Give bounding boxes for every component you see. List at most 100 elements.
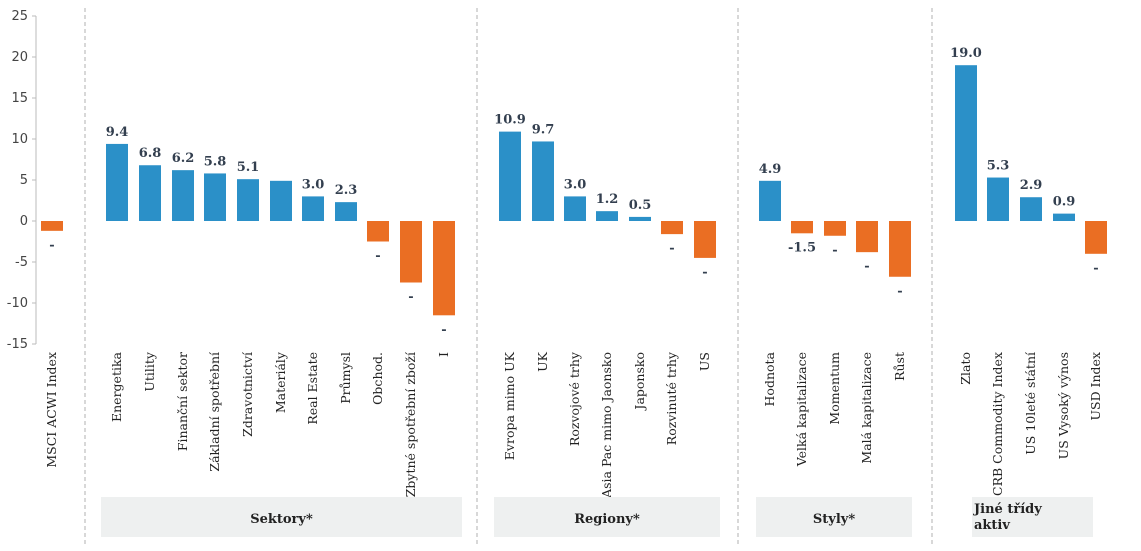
bar-crb-commodity-index	[987, 177, 1009, 221]
group-dividers	[84, 8, 933, 545]
bar-velka-kapitalizace	[791, 221, 813, 234]
category-label: Finanční sektor	[175, 352, 190, 451]
bar-energetika	[106, 143, 128, 221]
data-label: 2.9	[1020, 178, 1043, 193]
category-label: Průmysl	[338, 352, 353, 404]
bar-financni-sektor	[172, 170, 194, 221]
data-label: -	[375, 249, 380, 264]
category-label: Zlato	[958, 352, 973, 385]
group-box	[756, 497, 912, 537]
y-tick-label: 0	[20, 214, 28, 229]
data-label: 0.5	[629, 198, 652, 213]
data-label: 19.0	[950, 46, 982, 61]
data-label: 10.9	[494, 113, 526, 128]
category-label: Materiály	[273, 351, 288, 413]
bar-asia-pac-mimo-jaonsko	[596, 211, 618, 221]
group-box	[494, 497, 720, 537]
data-label: 5.3	[987, 159, 1010, 174]
category-label: US	[697, 352, 712, 371]
bar-us	[694, 221, 716, 258]
data-label: 5.8	[204, 154, 227, 169]
category-label: USD Index	[1088, 352, 1103, 421]
data-label: -	[669, 241, 674, 256]
data-label: 4.9	[759, 162, 782, 177]
bar-obchod	[367, 221, 389, 242]
bar-momentum	[824, 221, 846, 236]
category-label: Růst	[892, 352, 907, 381]
bar-prumysl	[335, 202, 357, 221]
data-label: -	[441, 322, 446, 337]
group-box	[101, 497, 462, 537]
category-label: Velká kapitalizace	[794, 352, 809, 467]
data-label: 3.0	[302, 177, 325, 192]
y-tick-label: 25	[11, 9, 28, 24]
category-label: Zbytné spotřební zboží	[403, 351, 418, 497]
data-label: -	[408, 290, 413, 305]
category-label: Momentum	[827, 352, 842, 425]
data-label: 9.4	[106, 125, 129, 140]
bar-uk	[532, 141, 554, 221]
data-label: -	[1093, 261, 1098, 276]
data-label: 2.3	[335, 183, 358, 198]
bar-zlato	[955, 65, 977, 221]
group-label: Regiony*	[574, 512, 640, 527]
group-label: Styly*	[813, 512, 855, 527]
category-label: Základní spotřební	[207, 351, 222, 472]
data-labels: - 9.4 6.8 6.2 5.8 5.1 3.0 2.3 - - - 10.9 9.7 3.0 1.2 0.…	[49, 46, 1098, 337]
y-tick-label: 20	[11, 50, 28, 65]
bar-zakladni-spotrebni	[204, 173, 226, 221]
bar-real-estate	[302, 196, 324, 221]
data-label: 5.1	[237, 160, 260, 175]
bar-materialy	[270, 180, 292, 221]
bar-i	[433, 221, 455, 316]
bar-utility	[139, 165, 161, 221]
category-labels: MSCI ACWI Index Energetika Utility Finanční…	[44, 351, 1103, 499]
y-tick-label: 5	[20, 173, 28, 188]
category-label: UK	[535, 351, 550, 372]
category-label: MSCI ACWI Index	[44, 352, 59, 468]
bar-zbytne-spotrebni-zbozi	[400, 221, 422, 283]
bar-rozvojove-trhy	[564, 196, 586, 221]
category-label: Hodnota	[762, 351, 777, 406]
data-label: 1.2	[596, 192, 619, 207]
category-label: Real Estate	[305, 352, 320, 425]
data-label: -1.5	[788, 240, 816, 255]
data-label: -	[702, 265, 707, 280]
data-label: 3.0	[564, 177, 587, 192]
bar-usd-index	[1085, 221, 1107, 254]
category-label: Malá kapitalizace	[859, 352, 874, 464]
category-label: Rozvinuté trhy	[664, 351, 679, 445]
group-label: aktiv	[974, 518, 1010, 533]
y-axis: -15 -10 -5 0 5 10 15 20 25	[7, 9, 37, 352]
category-label: Energetika	[109, 351, 124, 422]
y-tick-label: -15	[7, 337, 28, 352]
category-label: Japonsko	[632, 352, 647, 412]
category-label: US Vysoký výnos	[1056, 352, 1071, 459]
bar-msci-acwi-index	[41, 221, 63, 231]
category-label: I	[436, 352, 451, 357]
group-label: Jiné třídy	[973, 502, 1042, 517]
bar-evropa-mimo-uk	[499, 131, 521, 221]
bar-rozvinute-trhy	[661, 221, 683, 235]
data-label: -	[832, 243, 837, 258]
group-label: Sektory*	[250, 512, 313, 527]
bar-hodnota	[759, 180, 781, 221]
y-tick-label: 10	[11, 132, 28, 147]
y-tick-label: -10	[7, 296, 28, 311]
category-label: CRB Commodity Index	[990, 352, 1005, 496]
category-label: Utility	[142, 351, 157, 392]
bar-zdravotnictvi	[237, 179, 259, 221]
group-box	[972, 497, 1093, 537]
bar-us-10lete-statni	[1020, 197, 1042, 221]
data-label: 6.2	[172, 151, 195, 166]
data-label: -	[49, 238, 54, 253]
category-label: Rozvojové trhy	[567, 351, 582, 446]
bar-japonsko	[629, 216, 651, 221]
bar-rust	[889, 221, 911, 277]
category-label: Asia Pac mimo Jaonsko	[599, 352, 614, 499]
data-label: 9.7	[532, 122, 555, 137]
data-label: 6.8	[139, 146, 162, 161]
category-label: Evropa mimo UK	[502, 351, 517, 460]
data-label: 0.9	[1053, 195, 1076, 210]
